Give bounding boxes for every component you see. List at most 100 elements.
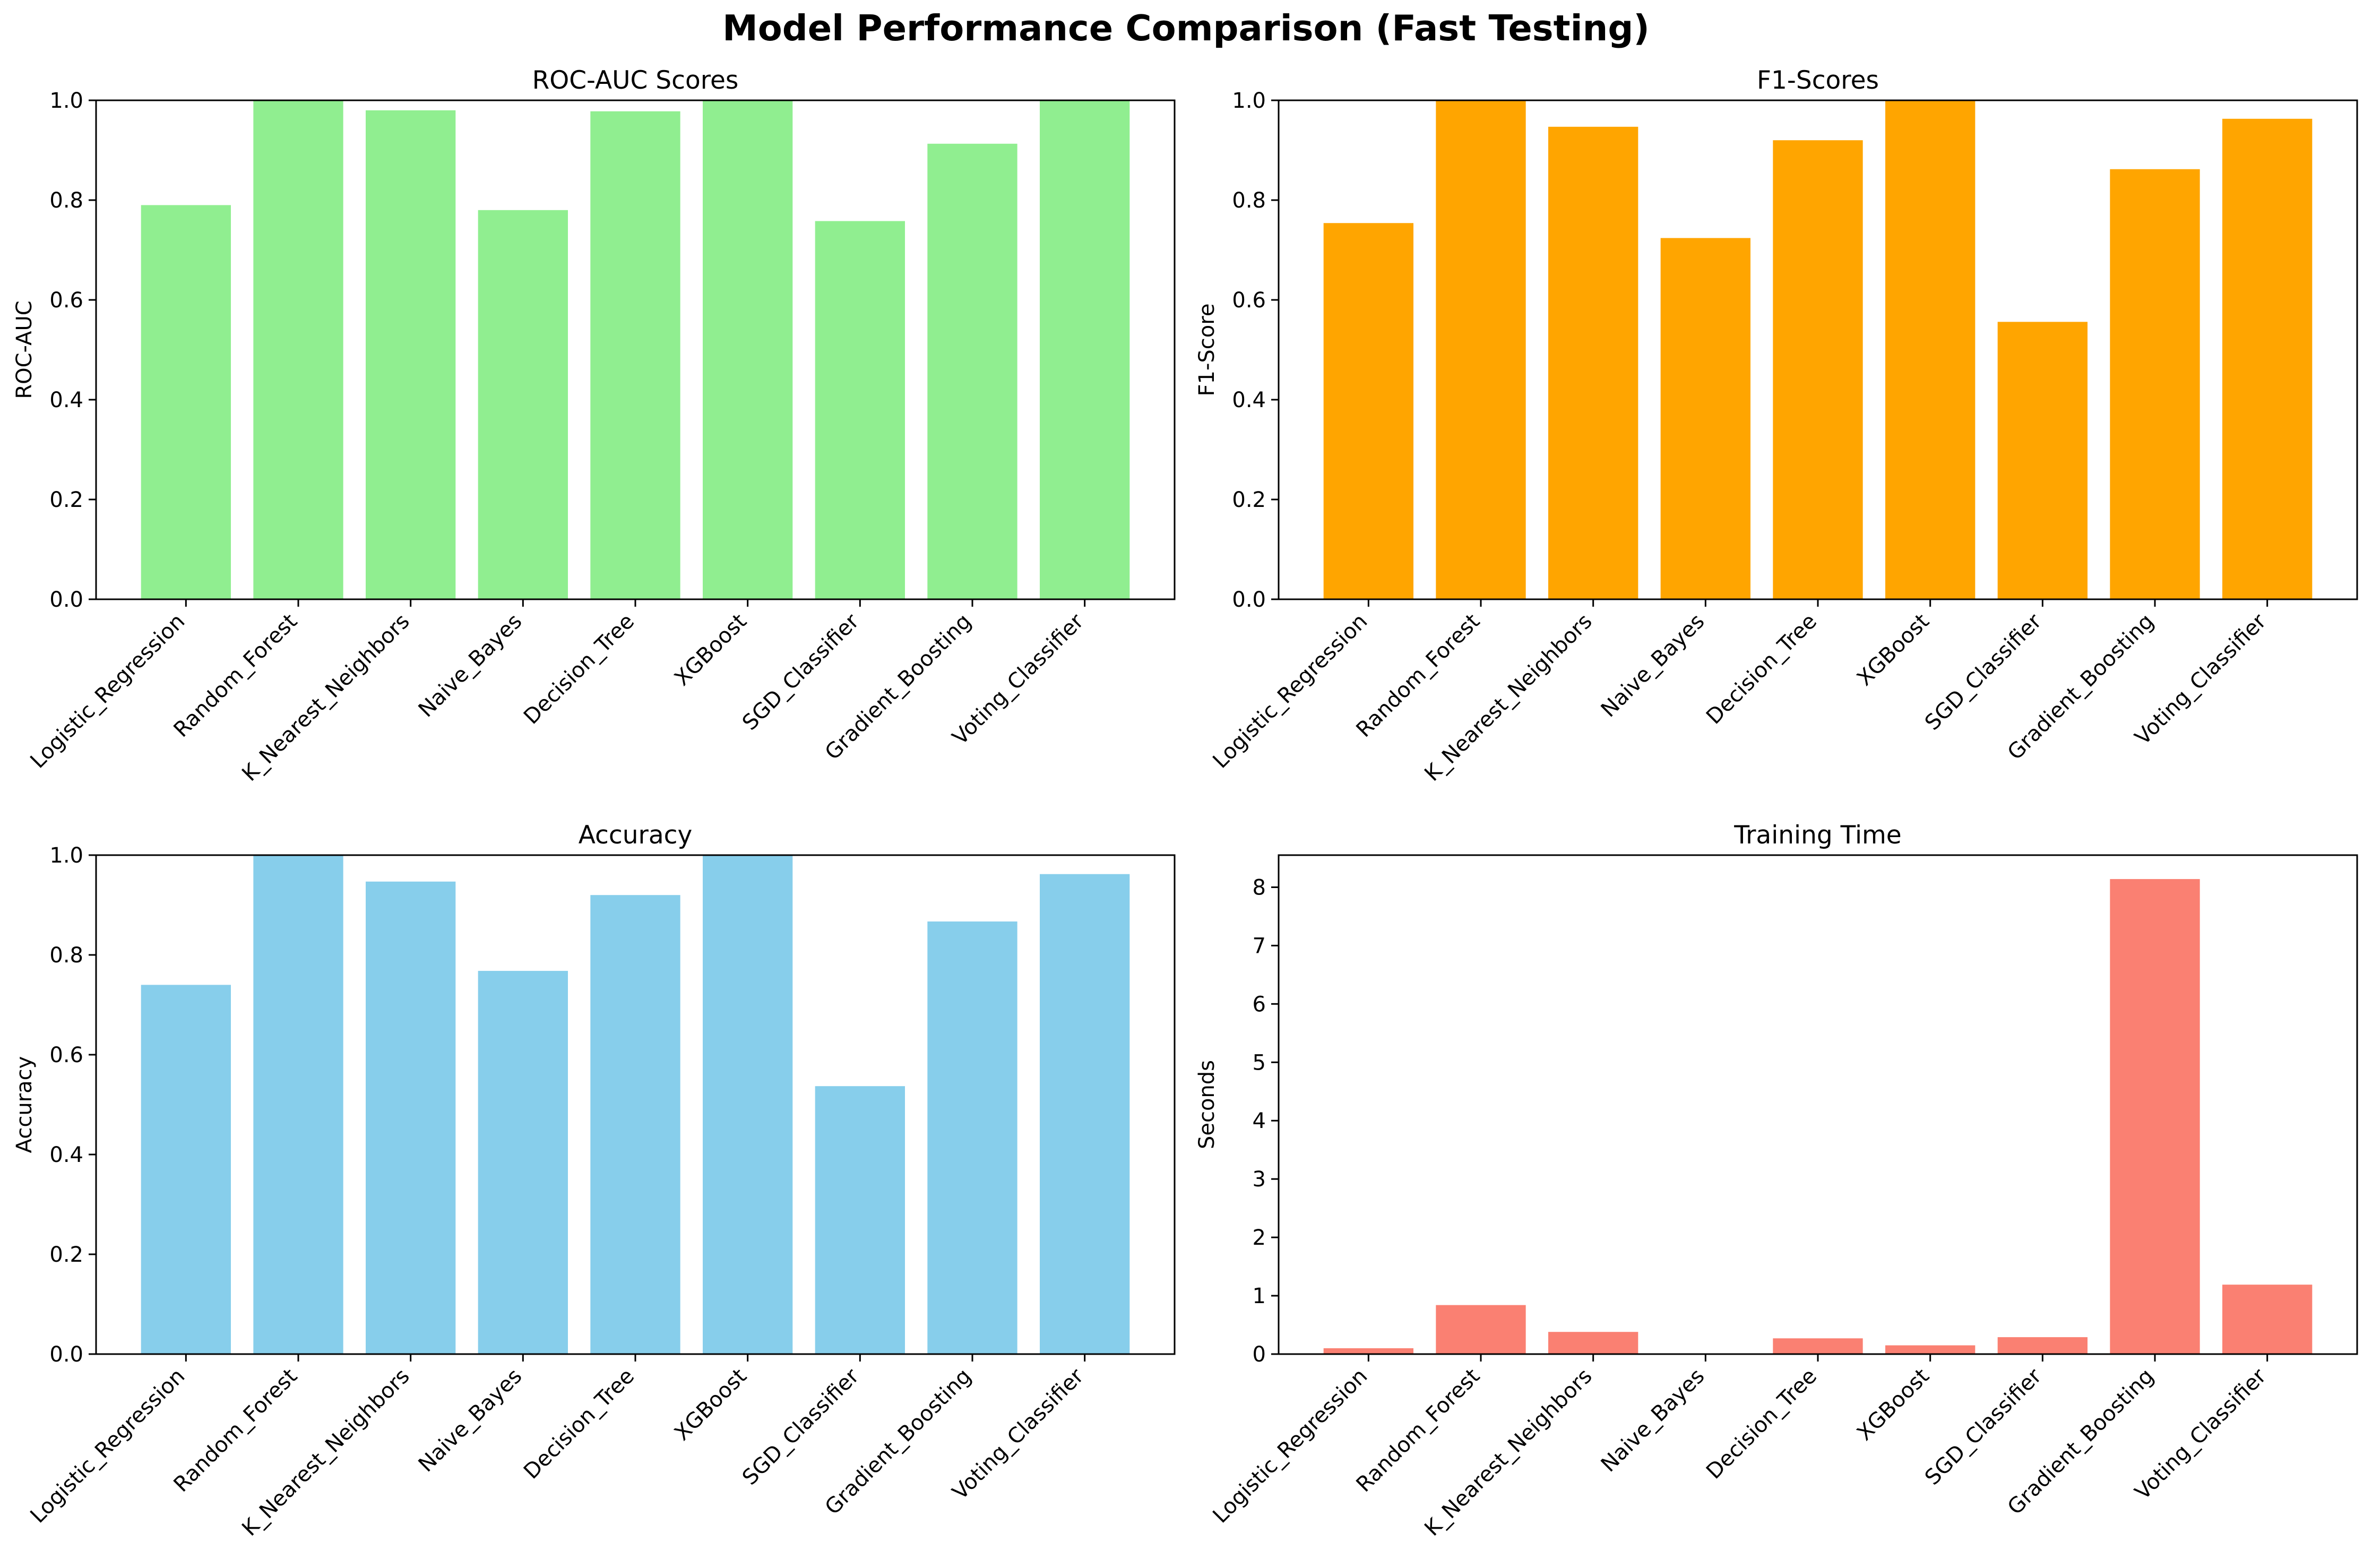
y-tick-label: 1 [1253,1284,1266,1308]
y-tick-label: 0.8 [49,943,83,968]
chart-panel-3: 0.0 0.2 0.4 0.6 0.8 1.0 Logistic_RegressionRan… [12,821,1176,1541]
x-tick-label-logistic-regression: Logistic_Regression [25,1364,189,1528]
y-tick-label: 0.0 [1232,588,1266,612]
bar-sgd-classifier [1997,1337,2088,1354]
bar-decision-tree [590,895,680,1354]
bar-gradient-boosting [2110,169,2200,600]
x-tick-label-decision-tree: Decision_Tree [1702,609,1822,729]
x-tick-label-random-forest: Random_Forest [169,1364,303,1497]
x-tick-label-sgd-classifier: SGD_Classifier [1920,609,2047,735]
bar-logistic-regression [141,205,231,599]
chart-panel-1: 0.0 0.2 0.4 0.6 0.8 1.0 Logistic_RegressionRan… [12,66,1176,786]
y-tick-label: 0.4 [49,388,83,412]
x-tick-label-decision-tree: Decision_Tree [519,1364,639,1484]
bar-sgd-classifier [815,1086,905,1354]
y-tick-label: 8 [1253,875,1266,900]
bar-logistic-regression [141,985,231,1354]
bar-xgboost [703,855,793,1354]
x-tick-label-naive-bayes: Naive_Bayes [1597,1364,1710,1477]
figure-title: Model Performance Comparison (Fast Testi… [722,7,1650,49]
y-tick-label: 7 [1253,934,1266,958]
chart-title: ROC-AUC Scores [532,66,739,95]
bar-k-nearest-neighbors [1548,126,1638,599]
chart-title: Accuracy [579,821,693,850]
y-tick-label: 2 [1253,1226,1266,1250]
y-axis-label: F1-Score [1195,304,1219,397]
y-tick-label: 0.2 [49,1243,83,1267]
y-tick-label: 0.4 [1232,388,1266,412]
bar-random-forest [253,100,343,599]
bar-voting-classifier [2222,1285,2313,1354]
y-tick-label: 0 [1253,1342,1266,1367]
bar-naive-bayes [478,210,568,599]
bar-xgboost [703,100,793,599]
bar-decision-tree [1773,140,1863,599]
bar-random-forest [253,855,343,1354]
bar-voting-classifier [2222,118,2313,599]
x-tick-label-sgd-classifier: SGD_Classifier [1920,1364,2047,1490]
x-tick-label-decision-tree: Decision_Tree [1702,1364,1822,1484]
x-tick-label-decision-tree: Decision_Tree [519,609,639,729]
y-tick-label: 0.6 [49,1043,83,1067]
chart-panel-4: 0 1 2 3 4 5 6 7 8 Logistic_RegressionRandom_Fores… [1195,821,2358,1541]
y-tick-label: 0.8 [49,188,83,213]
y-tick-label: 0.6 [1232,288,1266,313]
x-tick-label-logistic-regression: Logistic_Regression [1208,609,1372,773]
y-tick-label: 5 [1253,1050,1266,1075]
x-tick-label-naive-bayes: Naive_Bayes [414,609,527,722]
y-tick-label: 1.0 [49,89,83,113]
chart-panel-2: 0.0 0.2 0.4 0.6 0.8 1.0 Logistic_RegressionRan… [1195,66,2358,786]
bar-random-forest [1436,1305,1526,1354]
y-tick-label: 1.0 [49,843,83,868]
bar-logistic-regression [1323,223,1413,599]
bar-voting-classifier [1040,100,1130,599]
x-tick-label-sgd-classifier: SGD_Classifier [738,609,864,735]
y-tick-label: 6 [1253,992,1266,1016]
bar-decision-tree [1773,1338,1863,1354]
x-tick-label-sgd-classifier: SGD_Classifier [738,1364,864,1490]
x-tick-label-random-forest: Random_Forest [1352,609,1485,743]
bar-k-nearest-neighbors [1548,1332,1638,1354]
y-tick-label: 0.8 [1232,188,1266,213]
bar-voting-classifier [1040,874,1130,1354]
y-tick-label: 3 [1253,1167,1266,1192]
x-tick-label-naive-bayes: Naive_Bayes [414,1364,527,1477]
y-tick-label: 4 [1253,1109,1266,1133]
y-axis-label: ROC-AUC [12,300,37,399]
x-tick-label-xgboost: XGBoost [1852,609,1934,691]
bar-logistic-regression [1323,1348,1413,1354]
y-tick-label: 0.2 [1232,488,1266,512]
y-tick-label: 0.0 [49,588,83,612]
x-tick-label-naive-bayes: Naive_Bayes [1597,609,1710,722]
bar-random-forest [1436,100,1526,599]
x-tick-label-xgboost: XGBoost [1852,1364,1934,1446]
bar-k-nearest-neighbors [366,110,456,600]
y-axis-label: Accuracy [12,1056,37,1153]
y-tick-label: 1.0 [1232,89,1266,113]
bar-gradient-boosting [927,921,1017,1354]
y-tick-label: 0.0 [49,1342,83,1367]
y-tick-label: 0.2 [49,488,83,512]
bar-naive-bayes [1660,238,1750,599]
chart-title: F1-Scores [1757,66,1879,95]
bar-sgd-classifier [1997,322,2088,599]
y-tick-label: 0.4 [49,1143,83,1167]
chart-title: Training Time [1733,821,1901,850]
x-tick-label-logistic-regression: Logistic_Regression [1208,1364,1372,1528]
x-tick-label-random-forest: Random_Forest [169,609,303,743]
x-tick-label-logistic-regression: Logistic_Regression [25,609,189,773]
x-tick-label-xgboost: XGBoost [670,609,752,691]
x-tick-label-random-forest: Random_Forest [1352,1364,1485,1497]
bar-gradient-boosting [2110,879,2200,1354]
x-tick-label-xgboost: XGBoost [670,1364,752,1446]
bar-naive-bayes [478,971,568,1354]
bar-xgboost [1885,100,1976,599]
bar-gradient-boosting [927,143,1017,599]
y-tick-label: 0.6 [49,288,83,313]
bar-k-nearest-neighbors [366,881,456,1354]
bar-xgboost [1885,1345,1976,1354]
y-axis-label: Seconds [1195,1060,1219,1149]
bar-decision-tree [590,111,680,599]
